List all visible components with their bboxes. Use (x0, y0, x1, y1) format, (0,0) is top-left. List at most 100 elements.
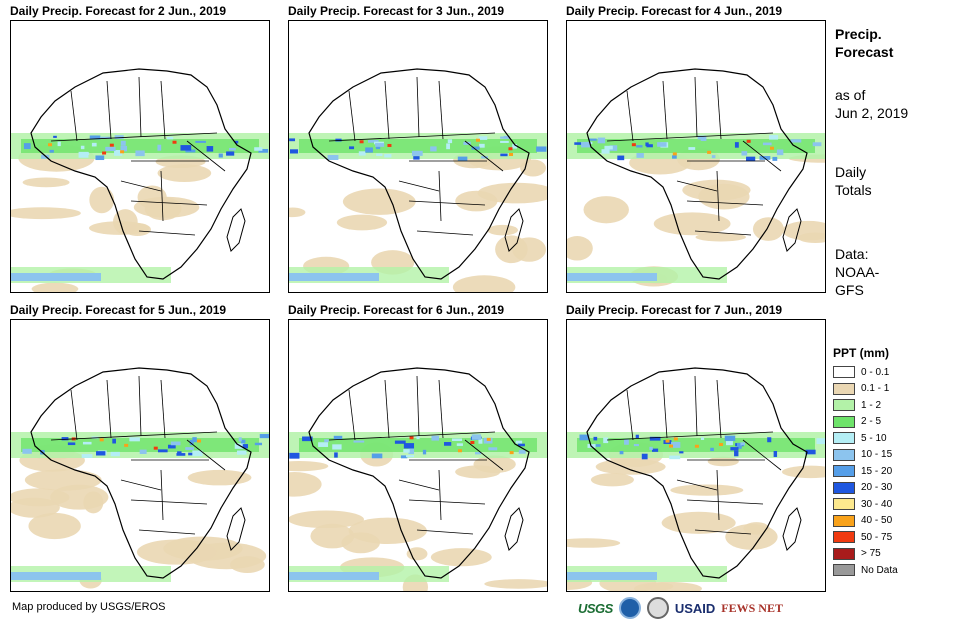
heavy-rain-cell (447, 139, 453, 144)
light-rain-area (653, 212, 731, 236)
heavy-rain-cell (413, 156, 420, 160)
extreme-rain-cell (718, 442, 723, 446)
sidebar-totals: Daily Totals (835, 164, 872, 198)
heavy-rain-cell (327, 155, 339, 161)
country-border (328, 431, 496, 441)
rain-band-south-core (11, 273, 101, 281)
light-rain-area (31, 282, 79, 292)
heavy-rain-cell (177, 451, 182, 455)
country-border (138, 529, 196, 535)
light-rain-area (342, 188, 416, 215)
heavy-rain-cell (711, 155, 716, 159)
light-rain-area (455, 465, 501, 479)
legend-label: 30 - 40 (861, 498, 893, 510)
heavy-rain-cell (41, 154, 50, 159)
extreme-rain-cell (665, 439, 670, 443)
heavy-rain-cell (649, 446, 653, 451)
light-rain-area (695, 232, 746, 242)
heavy-rain-cell (619, 450, 624, 455)
country-border (716, 170, 720, 222)
light-rain-area (430, 548, 492, 567)
country-border (106, 379, 112, 439)
africa-coastline (586, 367, 808, 579)
heavy-rain-cell (652, 448, 659, 452)
extreme-rain-cell (669, 444, 674, 448)
heavy-rain-cell (185, 149, 196, 153)
noaa-logo-icon (618, 597, 641, 619)
extreme-rain-cell (475, 138, 480, 142)
heavy-rain-cell (601, 149, 610, 154)
heavy-rain-cell (672, 155, 677, 159)
legend-item: 0.1 - 1 (833, 381, 958, 398)
forecast-map (566, 319, 826, 592)
heavy-rain-cell (61, 437, 69, 441)
country-border (160, 379, 166, 439)
heavy-rain-cell (405, 455, 415, 458)
light-rain-area (661, 511, 736, 534)
rain-band-south-core (11, 572, 101, 580)
country-border (408, 200, 486, 206)
heavy-rain-cell (78, 151, 89, 158)
heavy-rain-cell (772, 156, 778, 161)
heavy-rain-cell (518, 450, 526, 454)
rain-band-south-core (567, 572, 657, 580)
country-border (138, 76, 142, 138)
country-border (384, 80, 390, 140)
country-border (694, 76, 698, 138)
heavy-rain-cell (375, 145, 381, 150)
rain-band-south-core (289, 572, 379, 580)
madagascar-coastline (782, 208, 802, 252)
legend-label: > 75 (861, 548, 881, 560)
heavy-rain-cell (114, 135, 124, 139)
legend-label: 2 - 5 (861, 416, 882, 428)
forecast-map (288, 20, 548, 293)
heavy-rain-cell (238, 437, 242, 442)
heavy-rain-cell (22, 448, 32, 454)
heavy-rain-cell (400, 455, 408, 459)
map-canvas (567, 68, 825, 287)
heavy-rain-cell (96, 451, 106, 456)
light-rain-area (520, 159, 547, 177)
country-border (716, 80, 722, 140)
panel-title: Daily Precip. Forecast for 5 Jun., 2019 (10, 303, 227, 317)
extreme-rain-cell (109, 143, 114, 147)
heavy-rain-cell (512, 144, 518, 149)
extreme-rain-cell (770, 146, 775, 150)
heavy-rain-cell (574, 142, 585, 145)
heavy-rain-cell (456, 443, 463, 446)
heavy-rain-cell (80, 145, 85, 150)
madagascar-coastline (504, 208, 524, 252)
light-rain-area (133, 196, 200, 218)
extreme-rain-cell (470, 440, 475, 444)
heavy-rain-cell (430, 146, 437, 152)
heavy-rain-cell (536, 146, 547, 152)
country-border (416, 76, 420, 138)
country-border (694, 230, 752, 236)
legend-label: 50 - 75 (861, 531, 893, 543)
heavy-rain-cell (289, 138, 296, 142)
extreme-rain-cell (673, 437, 678, 441)
legend-label: 1 - 2 (861, 399, 882, 411)
heavy-rain-cell (57, 141, 61, 147)
country-border (384, 379, 390, 439)
heavy-rain-cell (416, 436, 420, 440)
extreme-rain-cell (457, 449, 462, 453)
heavy-rain-cell (373, 141, 384, 145)
light-rain-area (289, 461, 329, 472)
heavy-rain-cell (657, 142, 667, 147)
panel-title: Daily Precip. Forecast for 4 Jun., 2019 (566, 4, 783, 18)
light-rain-area (50, 484, 109, 510)
heavy-rain-cell (726, 441, 733, 446)
legend-swatch (833, 399, 855, 412)
heavy-rain-cell (730, 447, 739, 451)
heavy-rain-cell (23, 143, 31, 150)
madagascar-coastline (226, 507, 246, 551)
heavy-rain-cell (635, 434, 639, 439)
credit-text: Map produced by USGS/EROS (12, 601, 166, 613)
heavy-rain-cell (229, 147, 236, 151)
light-rain-area (595, 458, 666, 475)
country-border (464, 140, 504, 172)
legend-swatch (833, 498, 855, 511)
heavy-rain-cell (302, 436, 313, 442)
legend-swatch (833, 415, 855, 428)
